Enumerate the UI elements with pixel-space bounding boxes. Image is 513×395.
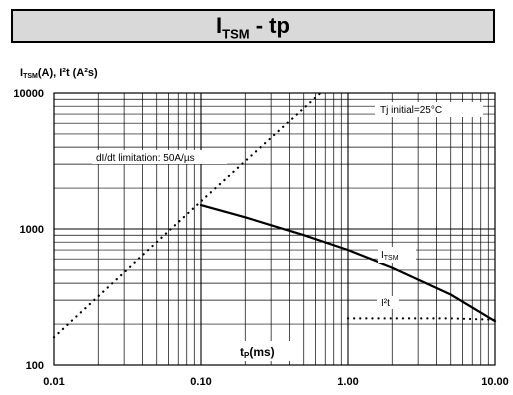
x-axis-label-text: tP(ms)	[240, 345, 275, 360]
series-line-0	[199, 204, 497, 323]
series-line-1	[346, 317, 497, 321]
x-tick-label: 1.00	[337, 376, 358, 388]
tj-annotation-text: Tj initial=25°C	[380, 105, 442, 116]
itsm-annotation-text: ITSM	[381, 250, 399, 262]
chart-title: ITSM - tp	[11, 9, 495, 43]
didt-annotation-text: dI/dt limitation: 50A/µs	[96, 153, 195, 164]
plot-frame	[53, 92, 496, 366]
y-axis-label: ITSM(A), I²t (A²s)	[20, 67, 98, 80]
series-layer	[52, 91, 497, 339]
y-tick-label: 100	[26, 360, 44, 372]
x-tick-label: 10.00	[481, 376, 509, 388]
y-tick-label: 10000	[13, 88, 44, 100]
itsm-annotation: ITSM	[378, 247, 416, 263]
grid-lines	[54, 93, 495, 365]
x-axis-label: tP(ms)	[230, 341, 290, 361]
tick-labels: 0.01 0.10 1.00 10.00 100 1000 10000	[13, 88, 508, 388]
x-tick-label: 0.01	[43, 376, 64, 388]
x-tick-label: 0.10	[190, 376, 211, 388]
didt-annotation: dI/dt limitation: 50A/µs	[92, 150, 227, 164]
i2t-annotation: I²t	[377, 296, 399, 309]
tj-annotation: Tj initial=25°C	[375, 102, 483, 117]
i2t-annotation-text: I²t	[381, 298, 390, 309]
series-line-2	[52, 91, 322, 339]
y-tick-label: 1000	[20, 224, 44, 236]
